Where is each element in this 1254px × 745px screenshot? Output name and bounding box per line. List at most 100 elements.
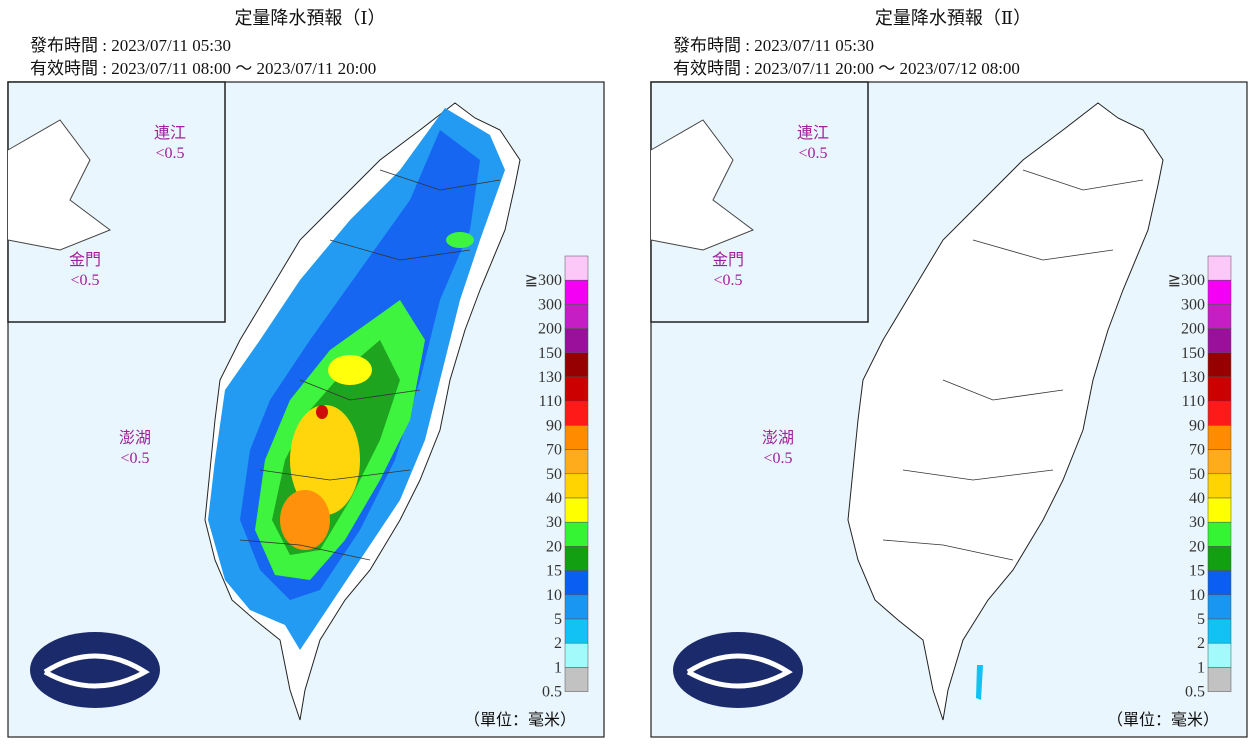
place-value: <0.5 <box>155 145 184 162</box>
legend-label: 5 <box>1197 611 1205 628</box>
legend-swatch <box>564 304 589 329</box>
place-name: 澎湖 <box>762 429 794 447</box>
legend-swatch <box>1207 497 1232 523</box>
legend-swatch <box>1207 546 1232 571</box>
legend-label: 2 <box>1197 635 1205 652</box>
legend-swatch <box>564 642 589 668</box>
legend-swatch <box>564 425 589 450</box>
unit: （單位：毫米） <box>464 710 576 729</box>
legend-swatch <box>564 376 589 402</box>
legend-swatch <box>564 667 589 692</box>
legend-swatch <box>564 352 589 378</box>
legend-label: 10 <box>1189 587 1205 604</box>
issue-time: 發布時間 : 2023/07/11 05:30 <box>673 36 874 55</box>
place-name: 澎湖 <box>119 429 151 447</box>
legend-swatch <box>1207 376 1232 402</box>
legend-swatch <box>1207 400 1232 426</box>
legend-label: 1 <box>554 659 562 676</box>
legend-swatch <box>1207 667 1232 692</box>
legend-label: ≧300 <box>525 272 562 289</box>
logo <box>673 632 803 708</box>
legend-label: 10 <box>546 587 562 604</box>
place-value: <0.5 <box>763 450 792 467</box>
legend-label: 0.5 <box>542 684 562 701</box>
rain-area <box>208 108 505 650</box>
legend-swatch <box>564 400 589 426</box>
legend-label: 0.5 <box>1185 684 1205 701</box>
legend-swatch <box>1207 304 1232 329</box>
legend-label: 15 <box>546 563 562 580</box>
valid-time: 有效時間 : 2023/07/11 08:00 ～ 2023/07/11 20:… <box>30 59 376 78</box>
county-border <box>882 169 1144 561</box>
legend-swatch <box>1207 449 1232 475</box>
rain-area <box>976 665 983 700</box>
legend-label: 300 <box>538 296 562 313</box>
legend-label: 150 <box>1181 345 1205 362</box>
legend-label: 2 <box>554 635 562 652</box>
taiwan <box>847 102 1164 721</box>
legend-swatch <box>564 594 589 620</box>
legend-swatch <box>564 473 589 499</box>
legend-label: 70 <box>546 442 562 459</box>
legend-swatch <box>564 618 589 644</box>
legend-swatch <box>1207 642 1232 668</box>
place-name: 金門 <box>712 251 744 269</box>
legend-label: 130 <box>1181 369 1205 386</box>
legend-swatch <box>564 546 589 571</box>
legend-swatch <box>564 521 589 547</box>
place-value: <0.5 <box>70 272 99 289</box>
legend-swatch <box>1207 279 1232 305</box>
legend-label: ≧300 <box>1168 272 1205 289</box>
legend-swatch <box>1207 255 1232 281</box>
coast <box>7 119 112 251</box>
logo-mark <box>43 653 150 689</box>
legend-swatch <box>564 255 589 281</box>
issue-time: 發布時間 : 2023/07/11 05:30 <box>30 36 231 55</box>
legend-swatch <box>564 279 589 305</box>
legend-label: 130 <box>538 369 562 386</box>
panel: 定量降水預報（Ⅰ）發布時間 : 2023/07/11 05:30 有效時間 : 2… <box>7 8 605 738</box>
place-name: 連江 <box>797 124 829 142</box>
legend-label: 40 <box>1189 490 1205 507</box>
legend-label: 50 <box>546 466 562 483</box>
legend-label: 15 <box>1189 563 1205 580</box>
legend-label: 40 <box>546 490 562 507</box>
legend-swatch <box>1207 521 1232 547</box>
legend-swatch <box>1207 473 1232 499</box>
title: 定量降水預報（Ⅱ） <box>875 8 1031 28</box>
legend-label: 200 <box>538 321 562 338</box>
title: 定量降水預報（Ⅰ） <box>234 8 385 28</box>
legend-label: 30 <box>546 514 562 531</box>
legend-label: 30 <box>1189 514 1205 531</box>
legend-swatch <box>1207 594 1232 620</box>
legend-label: 70 <box>1189 442 1205 459</box>
place-value: <0.5 <box>713 272 742 289</box>
legend-swatch <box>564 570 589 596</box>
legend-swatch <box>564 328 589 354</box>
valid-time: 有效時間 : 2023/07/11 20:00 ～ 2023/07/12 08:… <box>673 59 1020 78</box>
legend-label: 300 <box>1181 296 1205 313</box>
legend-label: 20 <box>1189 538 1205 555</box>
coast <box>650 119 755 251</box>
legend-swatch <box>1207 328 1232 354</box>
legend-swatch <box>1207 570 1232 596</box>
legend-label: 200 <box>1181 321 1205 338</box>
legend-swatch <box>1207 425 1232 450</box>
legend-swatch <box>1207 618 1232 644</box>
county-border <box>239 169 501 561</box>
legend-label: 150 <box>538 345 562 362</box>
legend-label: 50 <box>1189 466 1205 483</box>
legend-swatch <box>564 497 589 523</box>
place-value: <0.5 <box>798 145 827 162</box>
unit: （單位：毫米） <box>1107 710 1219 729</box>
logo-mark <box>686 653 793 689</box>
legend-swatch <box>1207 352 1232 378</box>
panel: 定量降水預報（Ⅱ）發布時間 : 2023/07/11 05:30 有效時間 : 2… <box>650 8 1248 738</box>
legend-label: 110 <box>1182 393 1205 410</box>
place-name: 連江 <box>154 124 186 142</box>
place-name: 金門 <box>69 251 101 269</box>
logo <box>30 632 160 708</box>
legend-label: 1 <box>1197 659 1205 676</box>
legend-label: 90 <box>546 417 562 434</box>
